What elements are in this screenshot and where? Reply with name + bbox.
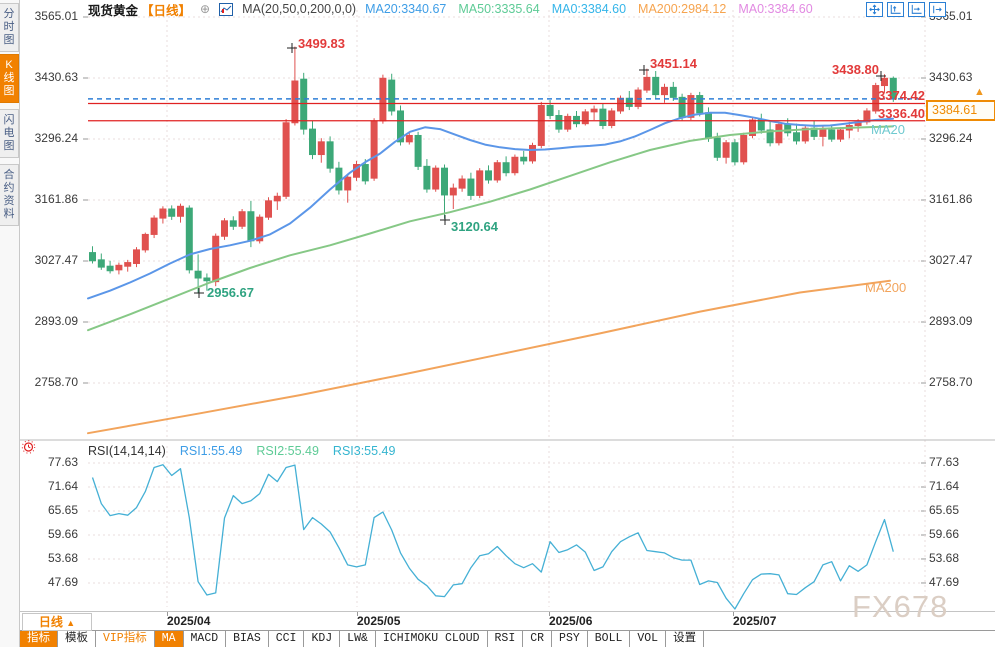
period-selector[interactable]: 日线 ▲ bbox=[22, 613, 92, 631]
x-axis-tick bbox=[549, 612, 550, 616]
current-price-box: 3384.61 bbox=[926, 100, 995, 121]
rsi-axis-label: 47.69 bbox=[929, 574, 960, 589]
price-axis-label: 2758.70 bbox=[34, 375, 78, 389]
indicator-tab-cci[interactable]: CCI bbox=[269, 631, 305, 647]
crosshair-pan-icon[interactable] bbox=[866, 2, 883, 17]
sidebar-tab-2[interactable]: K线图 bbox=[0, 54, 19, 103]
chart-annotation: 3451.14 bbox=[650, 56, 697, 71]
sidebar-tab-3[interactable]: 闪电图 bbox=[0, 109, 19, 158]
indicator-tab-psy[interactable]: PSY bbox=[552, 631, 588, 647]
indicator-tab-cr[interactable]: CR bbox=[523, 631, 553, 647]
ma-settings-label[interactable]: MA(20,50,0,200,0,0) bbox=[242, 2, 357, 16]
axis-zoom-x-icon[interactable] bbox=[908, 2, 925, 17]
ma-value-label: MA50:3335.64 bbox=[458, 2, 540, 16]
indicator-tab-lw-[interactable]: LW& bbox=[340, 631, 376, 647]
chart-annotation: 3336.40 bbox=[878, 106, 925, 121]
x-axis-tick bbox=[167, 612, 168, 616]
price-axis-label: 3296.24 bbox=[34, 131, 78, 145]
rsi-value-label: RSI1:55.49 bbox=[179, 444, 243, 458]
rsi-axis-label: 65.65 bbox=[929, 503, 960, 517]
rsi-axis-label: 77.63 bbox=[47, 455, 78, 469]
chart-legend: 现货黄金 【日线】 ⊕ MA(20,50,0,200,0,0) MA20:3340… bbox=[88, 1, 813, 18]
indicator-tab-kdj[interactable]: KDJ bbox=[304, 631, 341, 647]
symbol-title: 现货黄金 bbox=[88, 3, 139, 18]
rsi-values: RSI1:55.49 RSI2:55.49 RSI3:55.49 bbox=[180, 444, 396, 458]
chart-annotation: 3120.64 bbox=[451, 219, 498, 234]
indicator-tab--[interactable]: 模板 bbox=[58, 631, 96, 647]
rsi-value-label: RSI3:55.49 bbox=[332, 444, 396, 458]
indicator-tab--[interactable]: 设置 bbox=[666, 631, 705, 647]
price-axis-label: 3161.86 bbox=[929, 191, 973, 206]
chart-annotation: MA20 bbox=[871, 122, 905, 137]
chart-tool-icons bbox=[866, 2, 946, 17]
indicator-tab-boll[interactable]: BOLL bbox=[588, 631, 631, 647]
rsi-axis-label: 71.64 bbox=[47, 479, 78, 493]
ma-value-label: MA200:2984.12 bbox=[638, 2, 727, 16]
rsi-axis-label: 65.65 bbox=[47, 503, 78, 517]
indicator-tab-bias[interactable]: BIAS bbox=[226, 631, 269, 647]
price-axis-label: 3565.01 bbox=[34, 9, 78, 23]
chart-annotation: 3374.42 bbox=[878, 88, 925, 103]
alarm-icon[interactable] bbox=[21, 439, 36, 459]
x-axis-month-label: 2025/05 bbox=[357, 614, 401, 628]
price-axis-label: 3027.47 bbox=[34, 253, 78, 267]
chart-type-sidebar: 分时图 K线图闪电图合约资料 bbox=[0, 0, 20, 647]
price-axis-label: 3027.47 bbox=[929, 253, 973, 267]
x-axis-month-label: 2025/06 bbox=[549, 614, 593, 628]
axis-zoom-y-icon[interactable] bbox=[887, 2, 904, 17]
chart-annotation: MA200 bbox=[865, 280, 907, 295]
rsi-axis-label: 47.69 bbox=[47, 574, 78, 589]
sidebar-tab-1[interactable]: 分时图 bbox=[0, 3, 19, 52]
ma-values: MA20:3340.67 MA50:3335.64 MA0:3384.60 MA200… bbox=[365, 2, 813, 16]
rsi-axis-label: 77.63 bbox=[929, 455, 960, 469]
indicator-tab-ichimoku-cloud[interactable]: ICHIMOKU CLOUD bbox=[376, 631, 488, 647]
rsi-indicator-header: RSI(14,14,14) RSI1:55.49 RSI2:55.49 RSI3:5… bbox=[88, 444, 395, 458]
x-axis-row: 日线 ▲ 2025/04 2025/05 2025/06 2025/07 bbox=[20, 611, 995, 631]
scroll-latest-triangle-icon[interactable]: ▲ bbox=[974, 86, 985, 98]
x-axis-tick bbox=[733, 612, 734, 616]
x-axis-tick bbox=[357, 612, 358, 616]
chart-annotation: 2956.67 bbox=[207, 285, 254, 300]
rsi-value-label: RSI2:55.49 bbox=[256, 444, 319, 458]
compare-add-icon[interactable]: ⊕ bbox=[200, 2, 211, 16]
indicator-tab--[interactable]: 指标 bbox=[20, 631, 58, 647]
price-axis-label: 2758.70 bbox=[929, 375, 973, 389]
ma-value-label: MA0:3384.60 bbox=[551, 2, 627, 16]
price-axis-label: 2893.09 bbox=[34, 313, 78, 328]
chart-annotation: 3438.80 bbox=[832, 62, 879, 77]
indicator-tab-vip-[interactable]: VIP指标 bbox=[96, 631, 155, 647]
rsi-axis-label: 59.66 bbox=[929, 527, 960, 541]
candlestick-mini-icon[interactable] bbox=[219, 2, 234, 16]
rsi-axis-label: 53.68 bbox=[47, 550, 78, 565]
ma-value-label: MA20:3340.67 bbox=[365, 2, 447, 16]
x-axis-month-label: 2025/07 bbox=[733, 614, 777, 628]
price-axis-label: 3161.86 bbox=[34, 191, 78, 206]
indicator-tab-rsi[interactable]: RSI bbox=[488, 631, 524, 647]
jump-latest-icon[interactable] bbox=[929, 2, 946, 17]
ma-value-label: MA0:3384.60 bbox=[738, 2, 813, 16]
period-label: 日线 bbox=[38, 615, 63, 629]
rsi-axis-label: 53.68 bbox=[929, 550, 960, 565]
indicator-tab-macd[interactable]: MACD bbox=[184, 631, 227, 647]
x-axis-month-label: 2025/04 bbox=[167, 614, 211, 628]
rsi-axis-label: 59.66 bbox=[47, 527, 78, 541]
indicator-toolbar: 指标 模板 VIP指标 MA MACD BIAS CCI KDJ LW& ICHIMOKU CLO… bbox=[20, 631, 995, 647]
period-arrow-icon: ▲ bbox=[66, 618, 76, 628]
sidebar-tab-4[interactable]: 合约资料 bbox=[0, 164, 19, 226]
rsi-axis-label: 71.64 bbox=[929, 479, 960, 493]
price-axis-label: 3430.63 bbox=[34, 69, 78, 84]
price-axis-label: 2893.09 bbox=[929, 313, 973, 328]
price-axis-label: 3296.24 bbox=[929, 131, 973, 145]
period-tag: 【日线】 bbox=[141, 3, 192, 18]
indicator-tab-vol[interactable]: VOL bbox=[630, 631, 667, 647]
price-axis-label: 3430.63 bbox=[929, 69, 973, 84]
chart-annotation: 3499.83 bbox=[298, 36, 345, 51]
indicator-tab-ma[interactable]: MA bbox=[154, 631, 184, 647]
fx678-watermark: FX678 bbox=[852, 589, 949, 624]
rsi-title[interactable]: RSI(14,14,14) bbox=[88, 444, 166, 458]
